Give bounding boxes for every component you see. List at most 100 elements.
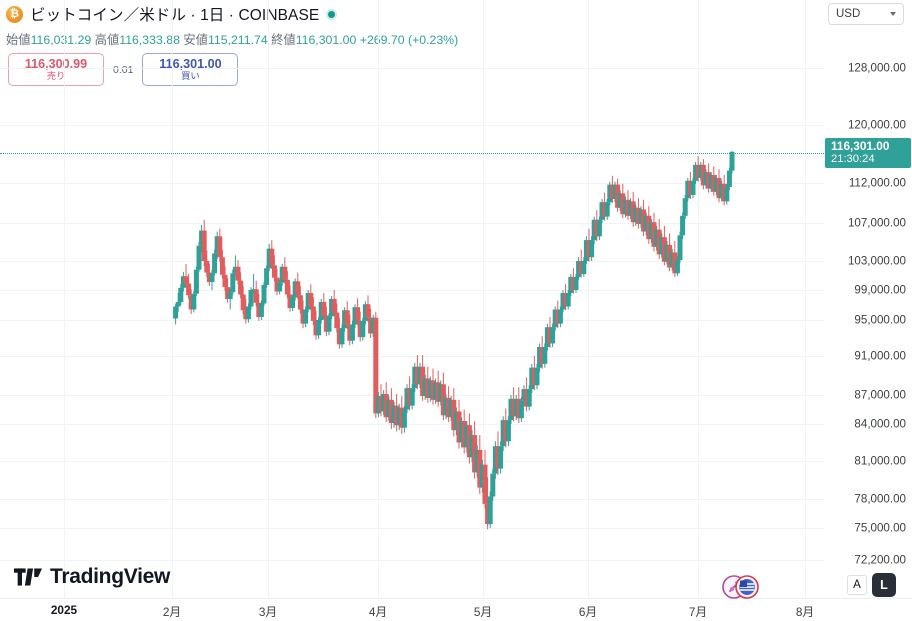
font-size-button[interactable]: A xyxy=(847,575,867,595)
badges-svg xyxy=(722,575,759,599)
symbol-row[interactable]: ₿ ビットコイン／米ドル · 1日 · COINBASE xyxy=(6,3,338,25)
status-badges[interactable] xyxy=(721,574,761,600)
candle-body xyxy=(329,299,335,317)
candle-body xyxy=(274,277,280,292)
time-axis-label: 2月 xyxy=(162,605,182,619)
candle-body xyxy=(492,446,498,474)
candle-body xyxy=(622,199,628,215)
candle-body xyxy=(261,284,267,304)
candle-body xyxy=(500,420,506,447)
candle-body xyxy=(191,293,197,310)
candle-body xyxy=(602,202,608,217)
candle-body xyxy=(443,397,449,416)
candle-body xyxy=(724,187,730,202)
candle-body xyxy=(370,317,376,334)
candle-body xyxy=(180,276,186,288)
candle-body xyxy=(349,324,355,341)
candle-body xyxy=(362,304,368,321)
candle-body xyxy=(667,244,673,268)
candle-body xyxy=(396,407,402,426)
time-axis[interactable]: 2025 2月 3月 4月 5月 6月 7月 8月 xyxy=(0,598,912,621)
candle-body xyxy=(456,411,462,443)
candle-body xyxy=(669,252,675,268)
candle-body xyxy=(625,199,631,216)
candle-body xyxy=(596,219,602,237)
candle-body xyxy=(183,276,189,284)
price-axis-label: 95,000.00 xyxy=(854,313,906,327)
candle-body xyxy=(290,297,296,308)
candle-body xyxy=(557,309,563,324)
gridline-vertical xyxy=(805,0,806,598)
chart-pane[interactable] xyxy=(0,0,824,598)
candle-body xyxy=(674,260,680,274)
candle-body xyxy=(292,281,298,298)
gridline-horizontal xyxy=(0,560,824,561)
candle-body xyxy=(477,449,483,488)
candle-body xyxy=(706,172,712,189)
candle-body xyxy=(711,175,717,192)
candle-body xyxy=(230,273,236,293)
candle-body xyxy=(381,394,387,412)
candle-body xyxy=(323,315,329,332)
candle-body xyxy=(321,302,327,316)
price-axis-label: 84,000.00 xyxy=(854,417,906,431)
candle-body xyxy=(487,496,493,525)
candle-body xyxy=(256,302,262,317)
gridline-horizontal xyxy=(0,223,824,224)
candle-body xyxy=(630,201,636,223)
candle-body xyxy=(461,421,467,448)
candle-body xyxy=(209,273,215,283)
candle-body xyxy=(357,320,363,338)
candle-body xyxy=(368,317,374,334)
candle-body xyxy=(609,184,615,199)
candle-body xyxy=(355,307,361,321)
candle-body xyxy=(464,425,470,448)
candle-body xyxy=(336,328,342,345)
sell-button[interactable]: 116,300.99 売り xyxy=(8,53,104,86)
current-price-time: 21:30:24 xyxy=(831,153,875,166)
candle-body xyxy=(313,320,319,336)
low-label: 安値 xyxy=(183,33,208,47)
price-axis[interactable]: 128,000.00 120,000.00 112,000.00 107,000.00… xyxy=(824,28,912,598)
candle-body xyxy=(583,240,589,261)
price-axis-label: 99,000.00 xyxy=(854,283,906,297)
candle-body xyxy=(342,310,348,329)
quantity-value[interactable]: 0.01 xyxy=(113,63,134,76)
candle-body xyxy=(578,261,584,275)
candle-body xyxy=(635,207,641,224)
candle-body xyxy=(451,399,457,431)
candle-body xyxy=(240,294,246,311)
buy-label: 買い xyxy=(181,71,200,82)
candle-body xyxy=(568,276,574,293)
gridline-horizontal xyxy=(0,290,824,291)
price-axis-label: 103,000.00 xyxy=(847,254,906,268)
candle-body xyxy=(526,389,532,407)
price-axis-label: 81,000.00 xyxy=(854,454,906,468)
candle-body xyxy=(227,292,233,299)
currency-selector[interactable]: USD xyxy=(828,3,904,25)
candle-body xyxy=(326,316,332,332)
candle-body xyxy=(297,295,303,310)
candle-body xyxy=(435,382,441,402)
candle-body xyxy=(316,320,322,336)
buy-button[interactable]: 116,301.00 買い xyxy=(142,53,239,86)
candle-body xyxy=(690,180,696,195)
candle-body xyxy=(612,184,618,199)
candle-body xyxy=(235,266,241,281)
candle-body xyxy=(420,366,426,396)
price-axis-label: 72,200.00 xyxy=(854,553,906,567)
time-axis-label: 8月 xyxy=(795,605,815,619)
gridline-vertical xyxy=(483,0,484,598)
candle-body xyxy=(417,366,423,385)
candle-body xyxy=(196,245,202,270)
layout-button[interactable]: L xyxy=(872,573,896,597)
candle-body xyxy=(594,219,600,237)
candle-body xyxy=(264,268,270,285)
candle-body xyxy=(529,367,535,390)
candle-body xyxy=(305,293,311,310)
symbol-title: ビットコイン／米ドル · 1日 · COINBASE xyxy=(30,7,320,24)
candle-body xyxy=(485,503,491,525)
candle-body xyxy=(175,302,181,307)
current-price-badge: 116,301.00 21:30:24 xyxy=(825,138,911,168)
candle-body xyxy=(586,240,592,258)
